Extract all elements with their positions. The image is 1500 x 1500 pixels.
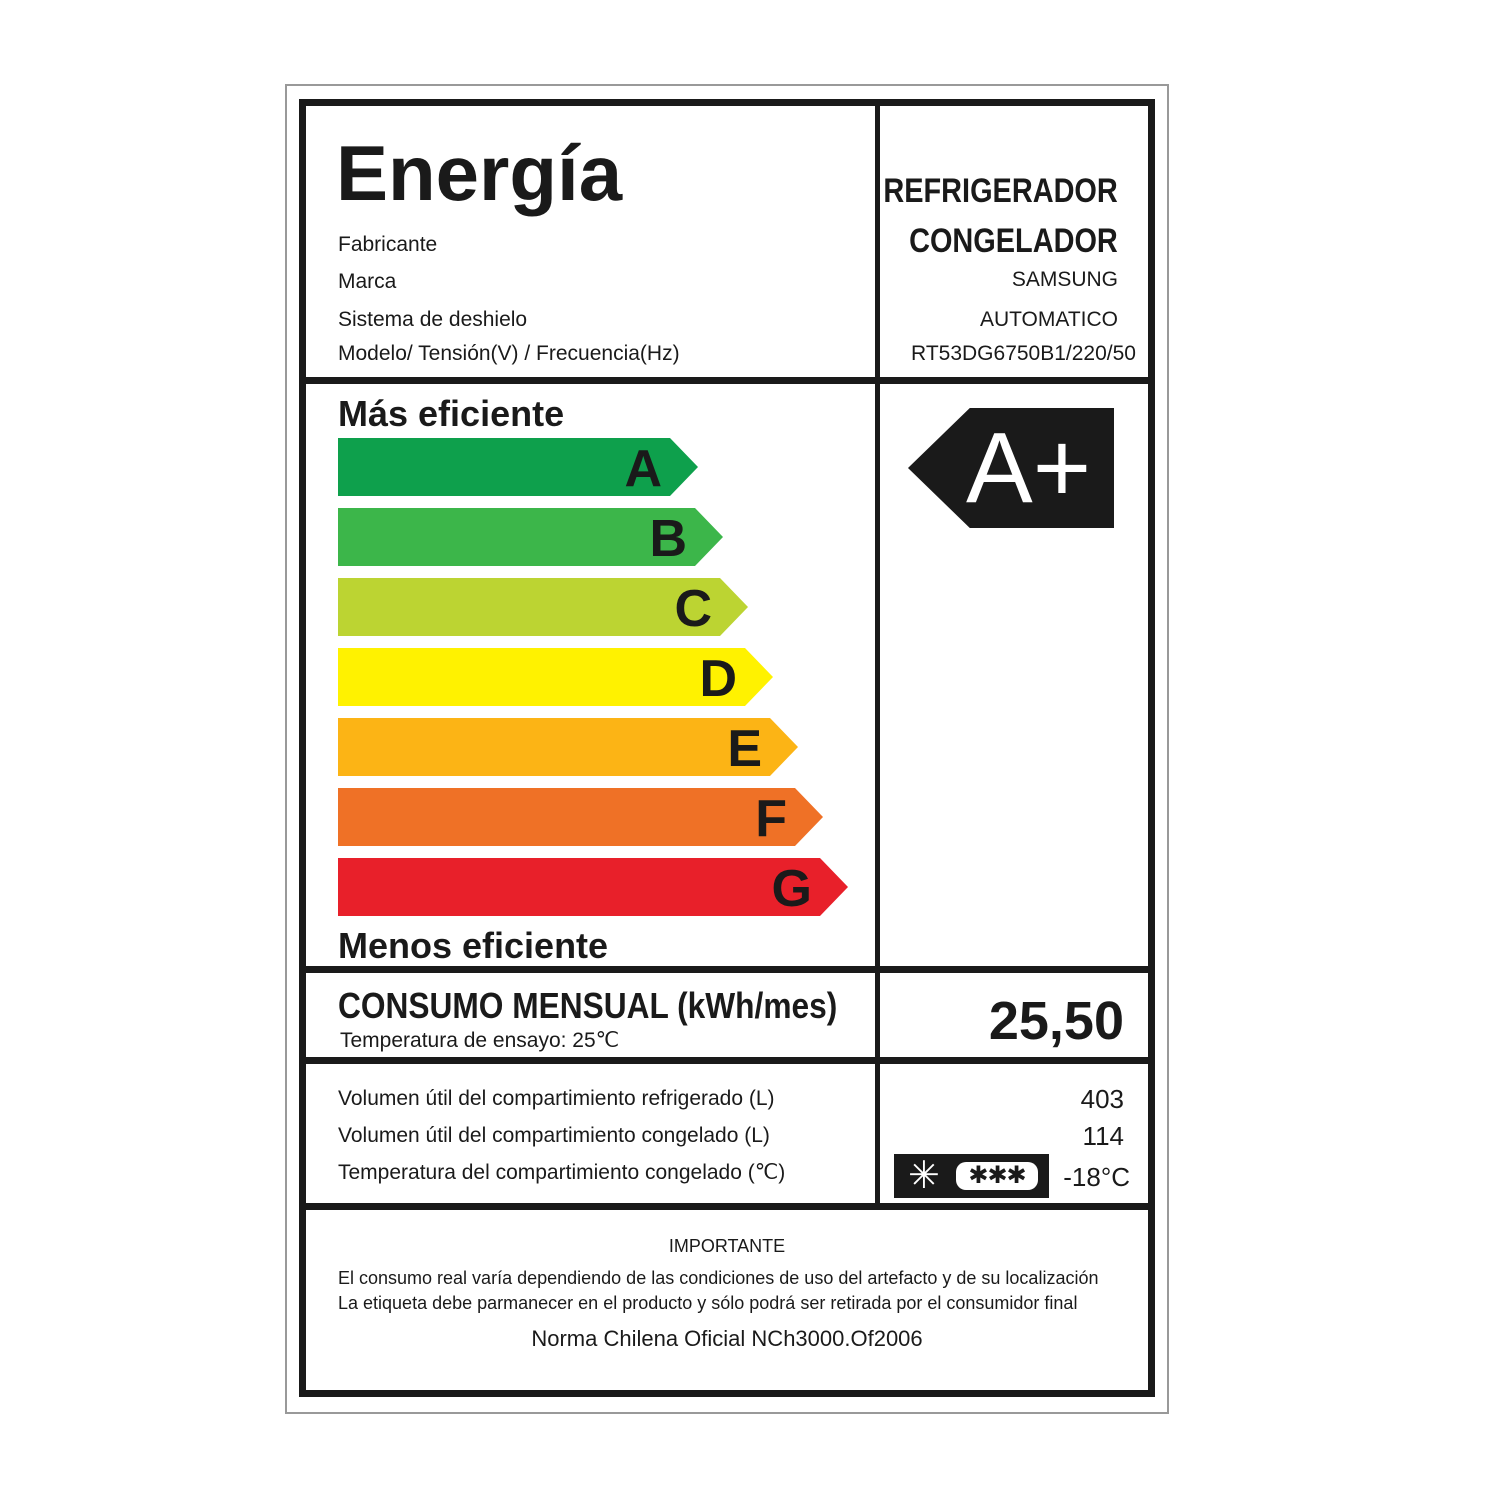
product-type-line2: CONGELADOR (909, 222, 1118, 260)
consumption-title: CONSUMO MENSUAL (kWh/mes) (338, 985, 838, 1026)
energy-class-bar-c: C (338, 578, 748, 636)
label-frame (299, 99, 1155, 1397)
field-label-marca: Marca (338, 270, 397, 293)
footer-norm: Norma Chilena Oficial NCh3000.Of2006 (531, 1326, 923, 1351)
divider (299, 1057, 1155, 1064)
label-title: Energía (336, 129, 623, 217)
rating-value: A+ (966, 412, 1092, 524)
divider (299, 966, 1155, 973)
field-label-fabricante: Fabricante (338, 233, 438, 256)
energy-class-bar-d: D (338, 648, 773, 706)
divider (299, 377, 1155, 384)
energy-class-letter: F (755, 790, 787, 848)
field-value-deshielo: AUTOMATICO (979, 308, 1118, 331)
energy-class-bar-a: A (338, 438, 698, 496)
consumption-value: 25,50 (988, 991, 1124, 1051)
scale-top-label: Más eficiente (338, 393, 565, 434)
divider (299, 1203, 1155, 1210)
energy-class-letter: C (674, 580, 712, 638)
energy-class-letter: A (624, 440, 662, 498)
energy-class-bar-b: B (338, 508, 723, 566)
energy-class-bar-g: G (338, 858, 848, 916)
field-label-deshielo: Sistema de deshielo (338, 308, 528, 331)
energy-class-bar-e: E (338, 718, 798, 776)
field-label-modelo: Modelo/ Tensión(V) / Frecuencia(Hz) (338, 342, 680, 365)
energy-class-bar-f: F (338, 788, 823, 846)
product-type: REFRIGERADOR CONGELADOR (884, 166, 1118, 266)
footer-line1: El consumo real varía dependiendo de las… (338, 1268, 1099, 1288)
consumption-subtitle: Temperatura de ensayo: 25℃ (340, 1029, 620, 1052)
spec-label: Volumen útil del compartimiento refriger… (338, 1087, 775, 1110)
product-type-line1: REFRIGERADOR (883, 172, 1118, 210)
spec-value: 403 (1080, 1084, 1124, 1114)
scale-bottom-label: Menos eficiente (338, 925, 609, 966)
four-star-freezer-icon: ✳ ✱✱✱ (894, 1154, 1049, 1198)
footer-heading: IMPORTANTE (668, 1236, 786, 1256)
spec-label: Temperatura del compartimiento congelado… (338, 1161, 786, 1184)
energy-class-letter: E (727, 720, 762, 778)
label-outer-border (285, 84, 1169, 1414)
field-value-marca: SAMSUNG (1011, 268, 1118, 291)
energy-class-letter: B (649, 510, 687, 568)
spec-label: Volumen útil del compartimiento congelad… (338, 1124, 770, 1147)
spec-value: -18°C (1063, 1162, 1130, 1192)
column-divider (875, 99, 880, 1207)
spec-value: 114 (1082, 1121, 1124, 1151)
field-value-modelo: RT53DG6750B1/220/50 (911, 342, 1136, 365)
energy-class-letter: D (699, 650, 737, 708)
energy-class-letter: G (771, 860, 812, 918)
footer-line2: La etiqueta debe parmanecer en el produc… (338, 1293, 1078, 1313)
